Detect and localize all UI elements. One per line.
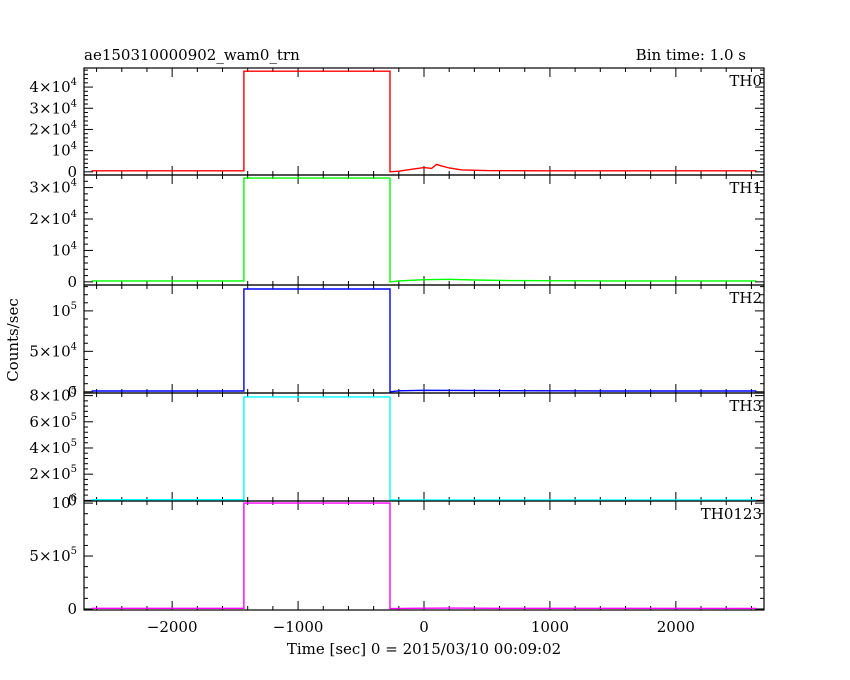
panel-label: TH0123 [701,505,762,523]
panel-label: TH1 [729,179,762,197]
panel-frame [83,500,765,611]
y-tick-label: 6×105 [29,412,77,431]
panel-label: TH0 [729,72,762,90]
panel-th0123: 0 5×105 106 TH0123 [29,493,765,618]
series-line-th0123 [91,502,757,610]
y-tick-label: 0 [67,273,77,291]
y-tick-label: 4×104 [29,77,77,96]
x-tick-label: −1000 [273,618,324,636]
x-tick-label: 0 [419,618,429,636]
chart-title: ae150310000902_wam0_trn [84,46,300,64]
y-tick-label: 104 [52,240,77,259]
panel-frame [83,392,765,502]
panel-frame [83,284,765,394]
series-line-th2 [91,288,757,393]
y-tick-label: 4×105 [29,438,77,457]
y-tick-label: 106 [52,493,77,512]
y-axis-label: Counts/sec [4,298,22,382]
y-tick-label: 3×104 [29,178,77,197]
y-tick-label: 0 [67,383,77,401]
panel-frame [83,174,765,286]
panel-label: TH3 [729,397,762,415]
panel-th3: 0 2×105 4×105 6×105 8×105 TH3 [29,386,765,509]
panel-th0: 0 104 2×104 3×104 4×104 TH0 [29,67,765,181]
x-axis-label: Time [sec] 0 = 2015/03/10 00:09:02 [287,640,561,658]
y-tick-label: 0 [67,600,77,618]
y-tick-label: 2×105 [29,464,77,483]
y-tick-label: 105 [52,301,77,320]
series-line-th3 [91,396,757,501]
x-tick-label: 1000 [531,618,569,636]
y-tick-label: 2×104 [29,209,77,228]
y-tick-label: 0 [67,491,77,509]
y-tick-label: 3×104 [29,98,77,117]
x-tick-label: −2000 [147,618,198,636]
panel-th2: 0 5×104 105 TH2 [29,284,765,401]
panel-label: TH2 [729,289,762,307]
bin-time-label: Bin time: 1.0 s [636,46,746,64]
panel-th1: 0 104 2×104 3×104 TH1 [29,174,765,291]
x-tick-label: 2000 [657,618,695,636]
y-tick-label: 2×104 [29,119,77,138]
y-tick-label: 5×104 [29,341,77,360]
y-tick-label: 5×105 [29,546,77,565]
panel-frame [83,67,765,176]
y-tick-label: 104 [52,141,77,160]
series-line-th0 [91,70,757,173]
y-tick-label: 8×105 [29,386,77,405]
y-tick-label: 0 [67,163,77,181]
series-line-th1 [91,177,757,283]
